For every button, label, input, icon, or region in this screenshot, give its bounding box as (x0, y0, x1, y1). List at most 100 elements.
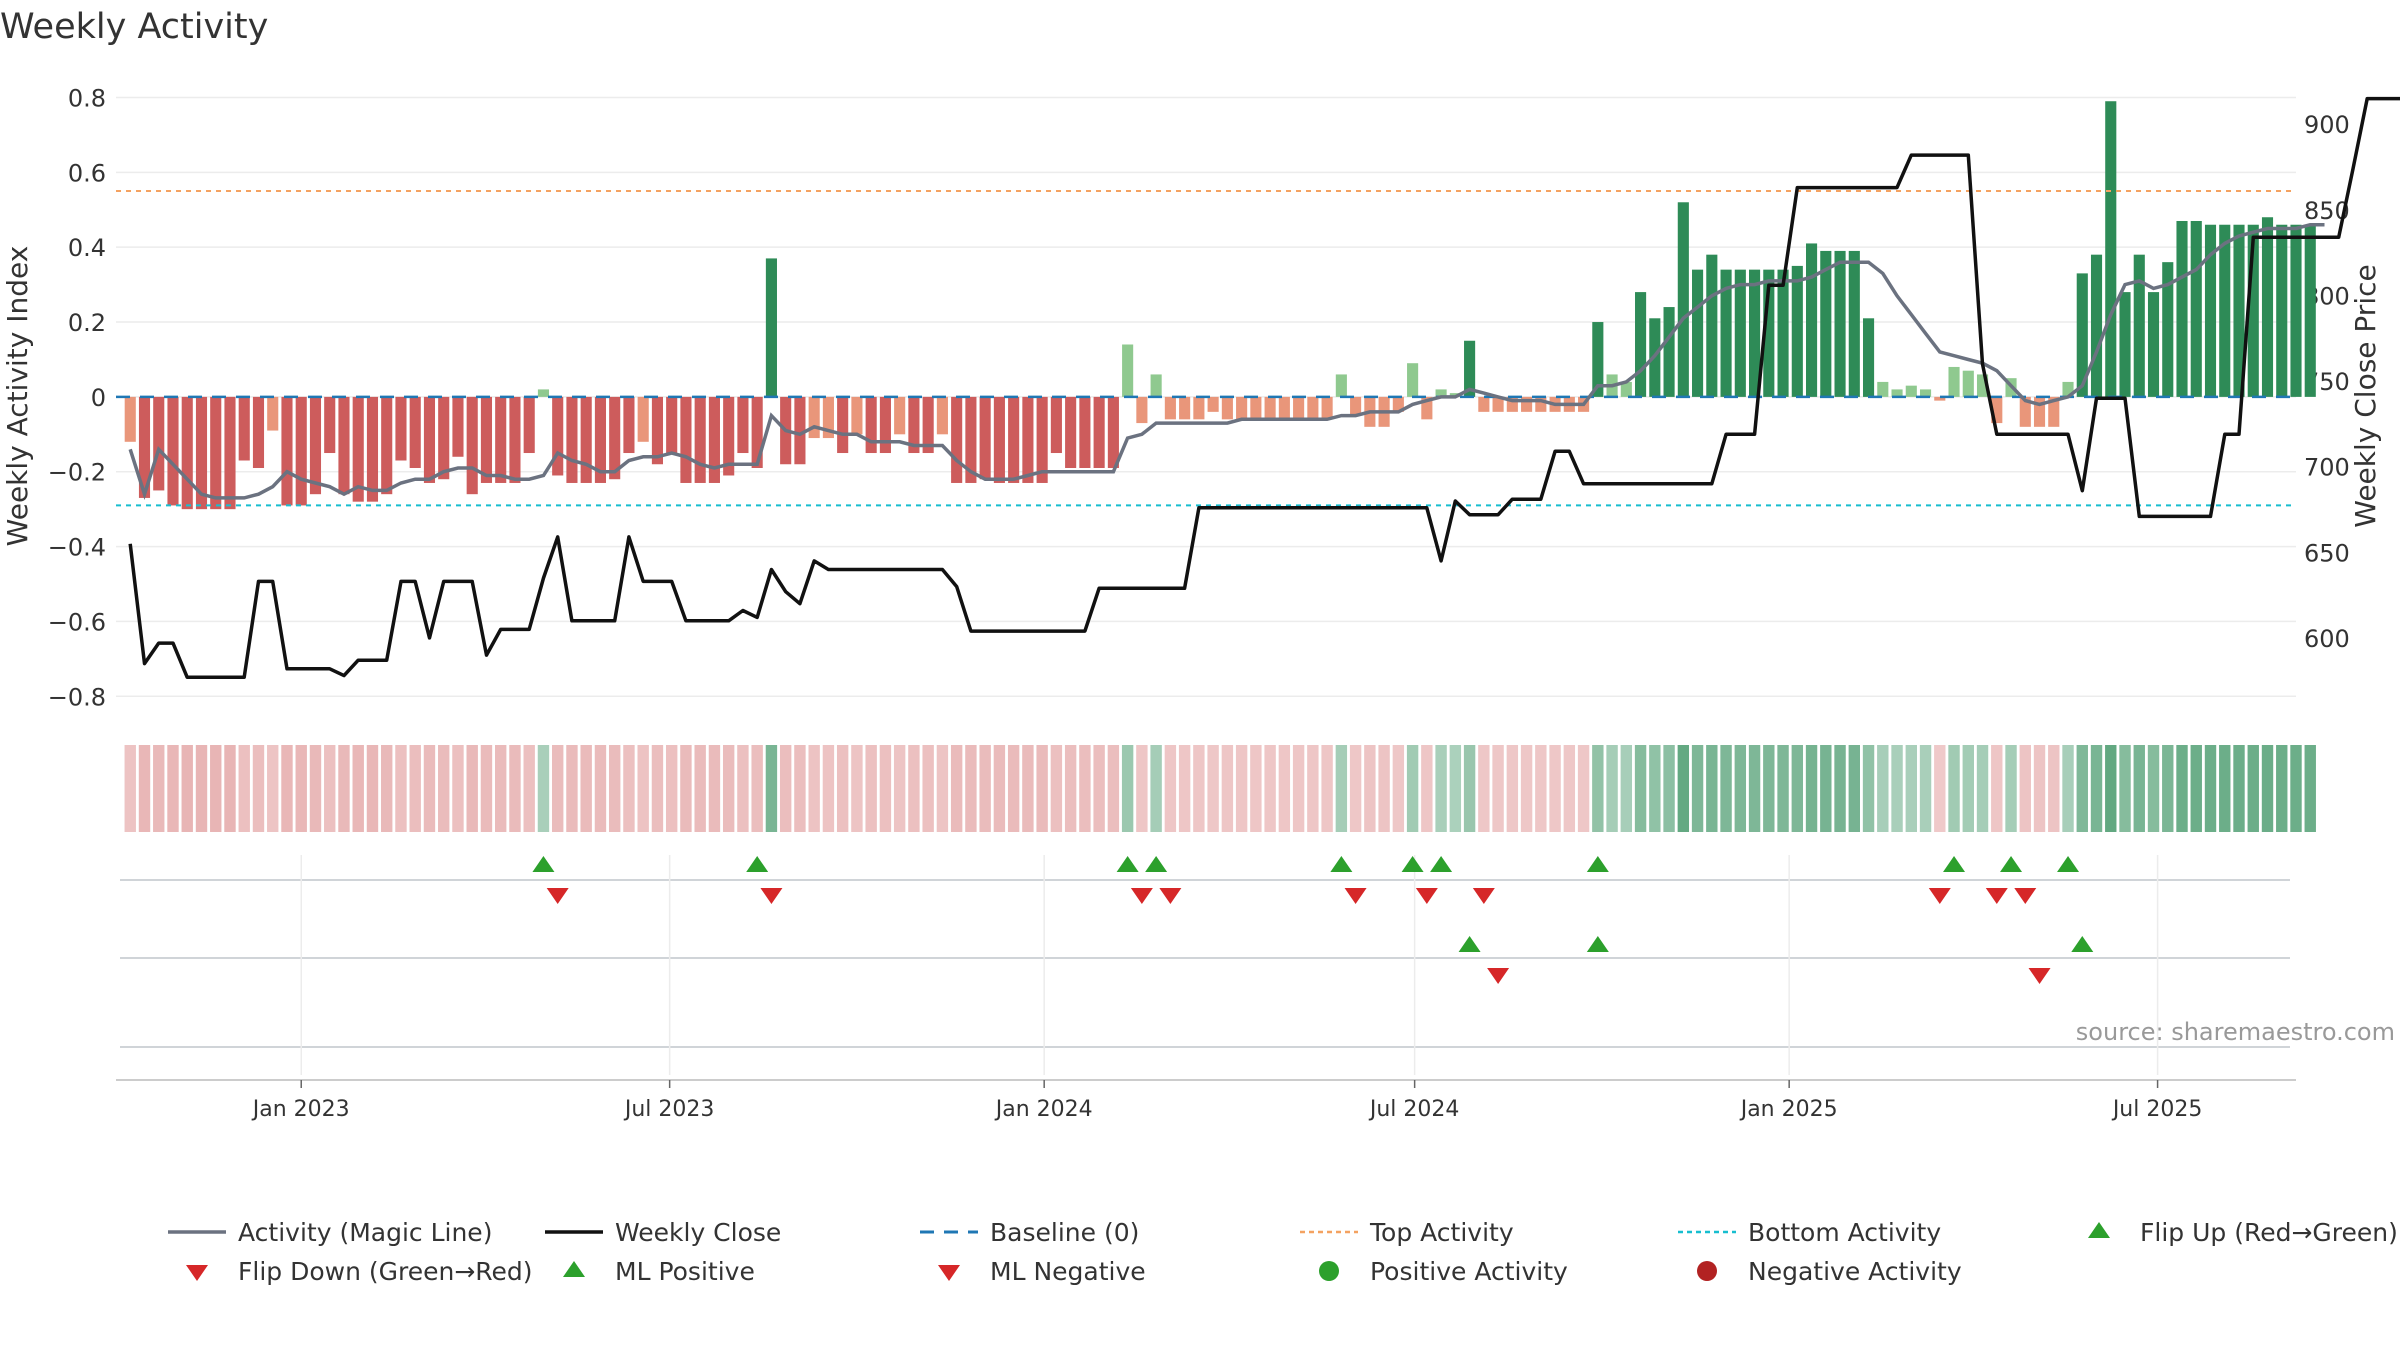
heat-cell (167, 745, 179, 832)
activity-bar (837, 396, 849, 454)
activity-bar (794, 396, 806, 465)
flip-down-marker (546, 888, 569, 904)
heat-cell (865, 745, 877, 832)
activity-bar (822, 396, 834, 439)
heat-cell (1221, 745, 1234, 832)
activity-bar (1392, 396, 1404, 412)
heat-cell (922, 745, 934, 832)
activity-bar (2105, 101, 2117, 397)
heat-cell (1976, 745, 1989, 832)
activity-bar (1720, 269, 1732, 397)
activity-bar (409, 396, 421, 468)
flip-up-marker (2057, 856, 2080, 872)
heat-cell (2304, 745, 2316, 832)
activity-bar (1164, 396, 1176, 420)
activity-bar (1834, 250, 1846, 397)
heat-cell (1406, 745, 1419, 832)
activity-bar (2176, 220, 2188, 397)
heat-cell (438, 745, 450, 832)
heat-cell (523, 745, 535, 832)
heat-cell (1948, 745, 1960, 832)
activity-bar (1107, 396, 1119, 468)
ml-negative-marker (2028, 968, 2051, 984)
activity-bar (708, 396, 720, 483)
flip-up-marker (1943, 856, 1966, 872)
right-tick-label: 600 (2304, 625, 2350, 653)
activity-bar (1848, 250, 1860, 397)
heat-cell (665, 745, 678, 832)
activity-bar (1620, 381, 1632, 397)
heat-cell (2062, 745, 2074, 832)
heat-cell (452, 745, 464, 832)
heat-cell (623, 745, 635, 832)
activity-bar (2261, 217, 2274, 397)
activity-bar (1122, 344, 1134, 397)
activity-bar (181, 396, 193, 510)
heat-cell (2233, 745, 2245, 832)
activity-bar (922, 396, 934, 454)
heat-cell (281, 745, 293, 832)
activity-bar (1321, 396, 1333, 420)
legend-item: Top Activity (1300, 1218, 1514, 1247)
legend-swatch (1319, 1261, 1339, 1281)
heat-cell (1677, 745, 1690, 832)
activity-bar (2290, 224, 2302, 397)
heat-cell (1634, 745, 1647, 832)
heat-cell (2090, 745, 2103, 832)
heat-cell (965, 745, 977, 832)
activity-bar (1221, 396, 1233, 420)
heat-cell (1107, 745, 1120, 832)
activity-bar (523, 396, 535, 454)
heat-cell (822, 745, 835, 832)
activity-bar (2133, 254, 2145, 397)
heat-cell (979, 745, 991, 832)
heat-cell (1791, 745, 1804, 832)
flip-down-marker (2014, 888, 2037, 904)
activity-bar (1264, 396, 1276, 420)
heat-cell (1050, 745, 1063, 832)
activity-bar (2076, 273, 2088, 397)
magic-line (128, 222, 2325, 500)
activity-bar (1207, 396, 1219, 412)
activity-bar (751, 396, 763, 468)
heat-cell (2190, 745, 2202, 832)
heat-cell (1136, 745, 1148, 832)
ml-positive-marker (1458, 936, 1481, 952)
chart-title: Weekly Activity (0, 7, 268, 47)
activity-bar (552, 396, 564, 476)
left-tick-label: −0.6 (48, 608, 106, 636)
left-tick-label: 0 (91, 384, 106, 412)
heat-cell (295, 745, 307, 832)
heat-cell (1834, 745, 1846, 832)
heat-cell (1178, 745, 1191, 832)
heat-cell (594, 745, 607, 832)
heat-cell (537, 745, 550, 832)
activity-bar (366, 396, 379, 502)
legend-item: Baseline (0) (920, 1218, 1139, 1247)
legend-label: Baseline (0) (990, 1218, 1139, 1247)
activity-bar (1478, 396, 1490, 412)
activity-bar (1050, 396, 1062, 454)
heat-cell (480, 745, 493, 832)
flip-down-marker (1472, 888, 1495, 904)
heat-cell (1691, 745, 1704, 832)
activity-bar (1905, 385, 1917, 397)
heat-cell (1378, 745, 1390, 832)
source-credit: source: sharemaestro.com (2076, 1018, 2395, 1046)
activity-bar (737, 396, 749, 454)
activity-bar (466, 396, 478, 495)
legend-label: Activity (Magic Line) (238, 1218, 492, 1247)
heat-cell (1036, 745, 1048, 832)
heat-cell (765, 745, 778, 832)
activity-bar (509, 396, 521, 483)
ml-negative-marker (1487, 968, 1510, 984)
flip-down-marker (1344, 888, 1367, 904)
heat-cell (1235, 745, 1248, 832)
activity-bar (1891, 389, 1903, 397)
heat-cell (608, 745, 621, 832)
activity-bar (2190, 220, 2202, 397)
activity-bar (395, 396, 407, 461)
heat-cell (2033, 745, 2046, 832)
heat-cell (1934, 745, 1946, 832)
